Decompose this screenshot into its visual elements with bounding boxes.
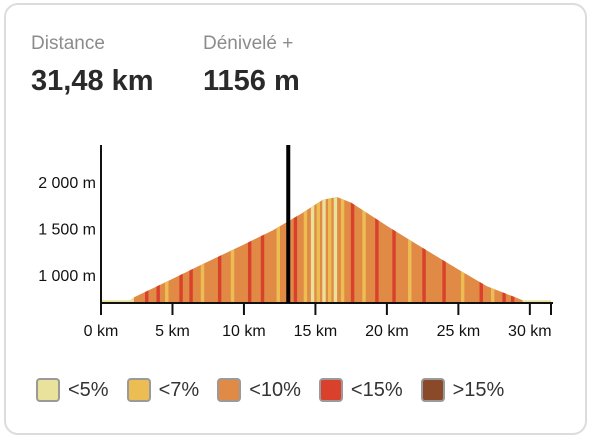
grade-stripe <box>189 197 193 303</box>
grade-stripe <box>230 197 235 303</box>
grade-stripe <box>502 197 506 303</box>
grade-stripe <box>392 197 396 303</box>
legend-swatch <box>420 378 445 402</box>
grade-stripe <box>460 197 465 303</box>
legend-label: <15% <box>350 378 403 401</box>
y-tick-label: 1 000 m <box>38 268 96 285</box>
grade-segment <box>101 197 134 303</box>
legend-item: <7% <box>126 378 200 402</box>
x-tick-label: 0 km <box>84 323 119 340</box>
grade-segment <box>522 197 551 303</box>
grade-stripe <box>442 197 446 303</box>
distance-value: 31,48 km <box>31 65 154 97</box>
legend-swatch <box>126 378 151 402</box>
grade-stripe <box>310 197 315 303</box>
grade-stripe <box>316 197 320 303</box>
elevation-gain-stat: Dénivelé + 1156 m <box>203 33 300 98</box>
grade-stripe <box>375 197 379 303</box>
legend-item: <5% <box>36 378 109 402</box>
grade-stripe <box>408 197 412 303</box>
y-tick-label: 1 500 m <box>38 222 96 239</box>
x-tick-label: 25 km <box>437 323 481 340</box>
y-tick-label: 2 000 m <box>38 175 96 192</box>
grade-stripe <box>179 197 183 303</box>
grade-stripe <box>510 197 515 303</box>
grade-stripe <box>350 197 355 303</box>
grade-stripe <box>217 197 222 303</box>
x-tick-label: 10 km <box>222 323 266 340</box>
elevation-gain-label: Dénivelé + <box>203 33 294 54</box>
legend-item: >15% <box>420 378 505 402</box>
grade-legend: <5% <7% <10% <15% >15% <box>36 378 522 402</box>
grade-stripe <box>260 197 265 303</box>
grade-stripe <box>333 197 338 303</box>
legend-label: <5% <box>68 378 109 401</box>
grade-stripe <box>165 197 169 303</box>
legend-item: <10% <box>217 378 301 402</box>
distance-stat: Distance 31,48 km <box>31 33 154 98</box>
legend-label: <7% <box>158 378 200 401</box>
elevation-gain-value: 1156 m <box>203 65 300 97</box>
grade-stripe <box>276 197 280 303</box>
x-tick-label: 15 km <box>294 323 338 340</box>
legend-swatch <box>36 378 60 402</box>
grade-stripe <box>303 197 308 303</box>
legend-swatch <box>318 378 343 402</box>
grade-stripe <box>328 197 332 303</box>
legend-swatch <box>217 378 242 402</box>
grade-stripe <box>362 197 366 303</box>
grade-stripe <box>145 197 149 303</box>
legend-label: >15% <box>452 378 505 401</box>
grade-stripe <box>293 197 298 303</box>
legend-label: <10% <box>249 378 301 401</box>
grade-stripe <box>479 197 483 303</box>
grade-stripe <box>422 197 426 303</box>
grade-stripe <box>156 197 160 303</box>
x-tick-label: 30 km <box>508 323 552 340</box>
grade-stripe <box>322 197 326 303</box>
grade-stripe <box>490 197 495 303</box>
grade-stripe <box>340 197 345 303</box>
legend-item: <15% <box>318 378 403 402</box>
distance-label: Distance <box>31 33 105 54</box>
x-tick-label: 5 km <box>155 323 190 340</box>
profile-area <box>101 197 551 303</box>
grade-stripe <box>247 197 252 303</box>
grade-stripe <box>200 197 205 303</box>
x-tick-label: 20 km <box>365 323 409 340</box>
